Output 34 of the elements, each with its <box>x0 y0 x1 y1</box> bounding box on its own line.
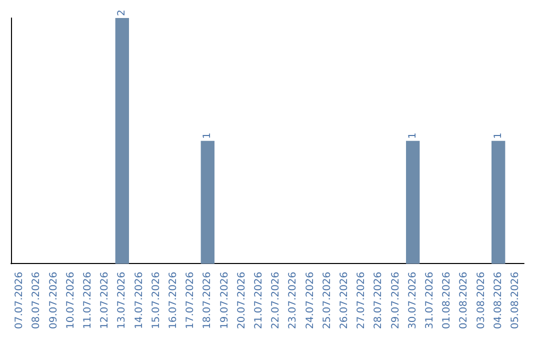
x-tick-label: 03.08.2026 <box>476 272 487 330</box>
x-tick-label: 14.07.2026 <box>134 272 145 330</box>
x-tick-label: 30.07.2026 <box>407 272 418 330</box>
data-label: 1 <box>202 132 214 139</box>
x-tick-label: 12.07.2026 <box>100 272 111 330</box>
x-tick-label: 10.07.2026 <box>65 272 76 330</box>
x-tick-label: 18.07.2026 <box>202 272 214 330</box>
x-tick-label: 15.07.2026 <box>150 272 162 330</box>
x-tick-label: 16.07.2026 <box>168 272 179 330</box>
x-tick-label: 13.07.2026 <box>116 272 128 330</box>
x-tick-label: 01.08.2026 <box>442 272 453 330</box>
x-tick-label: 29.07.2026 <box>390 272 402 330</box>
x-tick-label: 27.07.2026 <box>356 272 368 330</box>
x-tick-label: 20.07.2026 <box>236 272 248 330</box>
x-tick-label: 31.07.2026 <box>424 272 436 330</box>
x-tick-label: 24.07.2026 <box>304 272 316 330</box>
x-tick-label: 02.08.2026 <box>458 272 470 330</box>
x-tick-label: 22.07.2026 <box>270 272 282 330</box>
data-label: 1 <box>407 132 418 139</box>
data-label: 2 <box>116 10 128 16</box>
x-tick-label: 09.07.2026 <box>48 272 60 330</box>
x-tick-label: 25.07.2026 <box>322 272 333 330</box>
data-label: 1 <box>492 132 504 139</box>
x-tick-label: 19.07.2026 <box>219 272 230 330</box>
x-tick-label: 23.07.2026 <box>288 272 299 330</box>
x-tick-label: 11.07.2026 <box>82 272 94 330</box>
x-tick-label: 05.08.2026 <box>510 272 521 330</box>
x-tick-label: 07.07.2026 <box>14 272 26 330</box>
x-tick-label: 04.08.2026 <box>492 272 504 330</box>
x-tick-label: 28.07.2026 <box>373 272 384 330</box>
x-tick-label: 17.07.2026 <box>185 272 196 330</box>
x-tick-label: 26.07.2026 <box>338 272 350 330</box>
x-tick-label: 21.07.2026 <box>253 272 264 330</box>
x-tick-label: 08.07.2026 <box>31 272 42 330</box>
